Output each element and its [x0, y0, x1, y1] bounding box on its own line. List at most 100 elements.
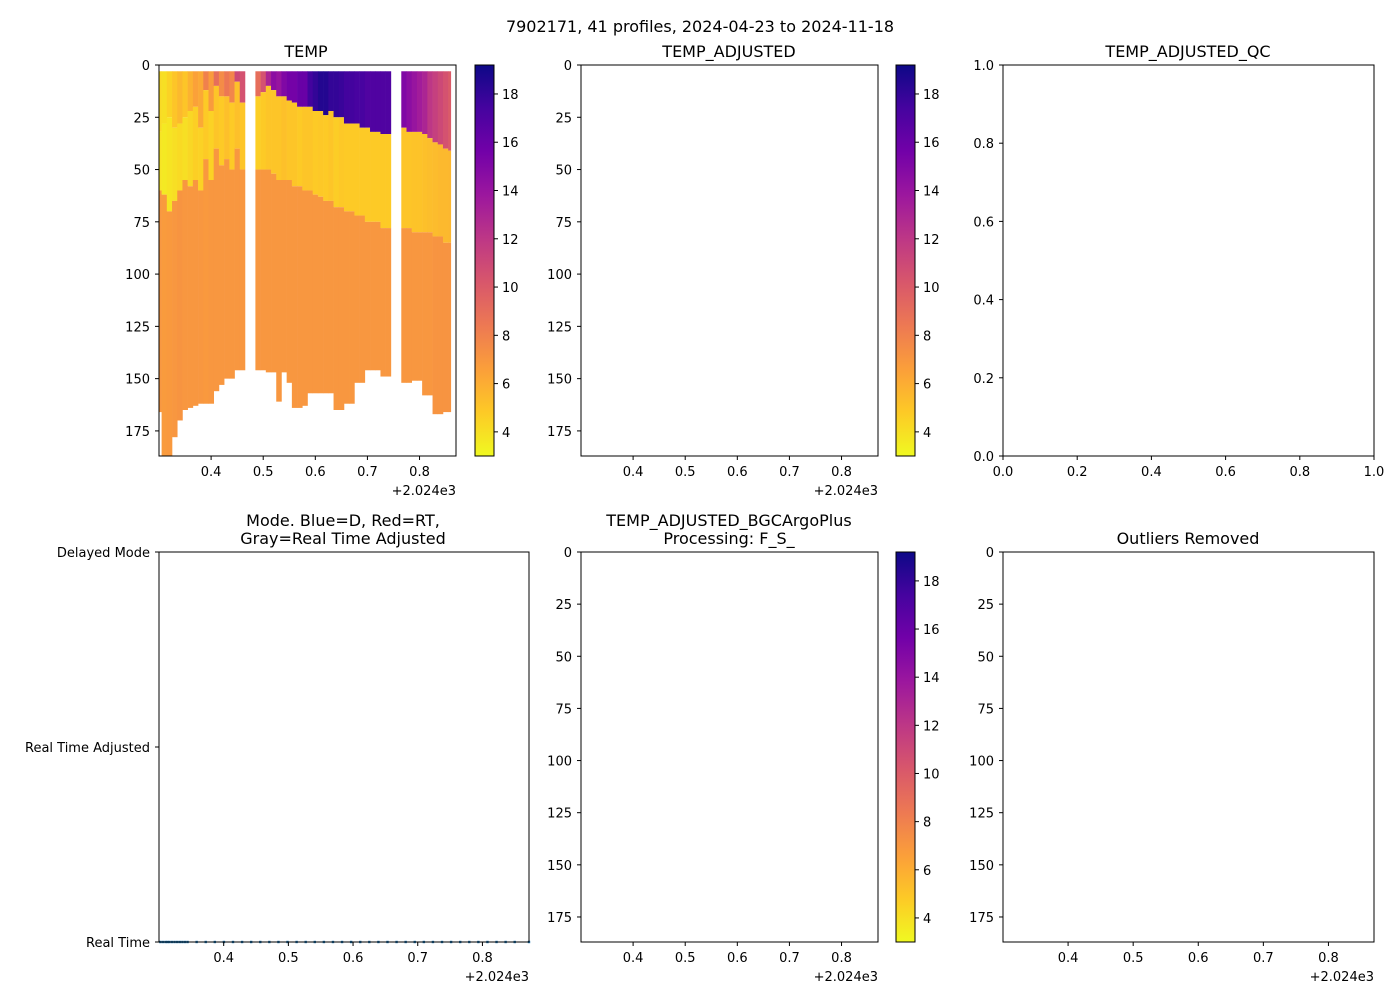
heatmap-cell — [328, 200, 334, 394]
x-tick-label: 0.5 — [253, 465, 274, 480]
heatmap-cell — [208, 111, 215, 180]
heatmap-cell — [172, 71, 178, 128]
heatmap-cell — [281, 71, 287, 97]
heatmap-cell — [187, 186, 194, 408]
heatmap-cell — [239, 102, 246, 170]
heatmap-cell — [427, 138, 433, 233]
x-tick-label: 0.7 — [779, 951, 800, 966]
axes: 0 25 50 75 100 125 150 175 0.4 0.5 0.6 0.7 0.8 +2.024… — [969, 546, 1375, 985]
y-category-label: Real Time — [86, 936, 150, 951]
heatmap-cell — [359, 127, 366, 216]
heatmap-cell — [333, 71, 340, 118]
heatmap-cell — [422, 71, 428, 134]
heatmap-cell — [385, 228, 392, 377]
y-tick-label: 100 — [125, 268, 150, 283]
x-offset-label: +2.024e3 — [465, 970, 529, 985]
heatmap-cell — [172, 200, 178, 438]
heatmap-cell — [161, 123, 168, 195]
axes: 0.0 0.2 0.4 0.6 0.8 1.0 0.0 0.2 0.4 0.6 0.8 1.0 — [973, 59, 1384, 480]
heatmap-cell — [234, 148, 241, 371]
y-tick-label: 75 — [555, 702, 572, 717]
heatmap-cells — [159, 71, 452, 457]
heatmap-cell — [380, 71, 386, 134]
x-tick-label: 0.7 — [779, 465, 800, 480]
heatmap-cell — [234, 81, 241, 149]
y-tick-label: 0 — [142, 59, 150, 74]
colorbar-tick-label: 16 — [502, 136, 519, 151]
colorbar-tick-label: 8 — [502, 329, 510, 344]
y-tick-label: 0 — [564, 546, 572, 561]
heatmap-cell — [291, 186, 298, 408]
x-offset-label: +2.024e3 — [814, 970, 878, 985]
y-tick-label: 125 — [547, 807, 572, 822]
y-tick-label: 125 — [125, 320, 150, 335]
figure-suptitle: 7902171, 41 profiles, 2024-04-23 to 2024… — [506, 17, 894, 36]
heatmap-cell — [159, 131, 162, 191]
heatmap-cell — [338, 117, 345, 208]
heatmap-cell — [203, 90, 209, 160]
panel-temp: TEMP 0 25 50 75 100 125 150 175 0.4 0.5 0.6 0.7 0.8 +… — [125, 42, 518, 499]
x-tick-label: 0.4 — [623, 465, 644, 480]
panel-temp-adjusted-bgc: TEMP_ADJUSTED_BGCArgoPlus Processing: F_… — [547, 511, 939, 985]
x-tick-label: 0.4 — [623, 951, 644, 966]
y-tick-label: 125 — [547, 320, 572, 335]
heatmap-cell — [286, 71, 293, 101]
x-tick-label: 0.6 — [305, 465, 326, 480]
heatmap-cell — [255, 71, 261, 97]
heatmap-cell — [323, 200, 329, 394]
heatmap-cell — [203, 159, 209, 404]
y-tick-label: 1.0 — [973, 59, 994, 74]
heatmap-cell — [427, 232, 433, 396]
heatmap-cell — [432, 142, 439, 237]
y-tick-label: 75 — [977, 702, 994, 717]
heatmap-cell — [323, 71, 329, 116]
heatmap-cell — [333, 207, 340, 410]
y-tick-label: 150 — [547, 373, 572, 388]
heatmap-cell — [359, 215, 366, 383]
heatmap-cell — [182, 117, 188, 180]
x-offset-label: +2.024e3 — [1310, 970, 1374, 985]
heatmap-cell — [338, 207, 345, 410]
y-tick-label: 25 — [977, 598, 994, 613]
y-category-label: Delayed Mode — [57, 546, 150, 561]
x-tick-label: 0.7 — [357, 465, 378, 480]
colorbar-tick-label: 6 — [923, 864, 931, 879]
panel-title-line-2: Gray=Real Time Adjusted — [240, 529, 446, 548]
x-tick-label: 0.2 — [1067, 465, 1088, 480]
heatmap-cell — [229, 102, 235, 170]
y-tick-label: 100 — [547, 268, 572, 283]
colorbar-tick-label: 4 — [923, 912, 931, 927]
heatmap-cell — [370, 131, 376, 222]
heatmap-cell — [276, 180, 282, 402]
heatmap-cell — [281, 180, 287, 373]
colorbar-tick-label: 8 — [923, 816, 931, 831]
heatmap-cell — [198, 127, 204, 191]
heatmap-cell — [239, 169, 246, 371]
panel-mode: Mode. Blue=D, Red=RT, Gray=Real Time Adj… — [25, 511, 531, 985]
heatmap-cell — [385, 134, 392, 229]
colorbar-tick-label: 10 — [923, 767, 940, 782]
heatmap-cell — [159, 71, 162, 132]
panel-temp-adjusted-qc: TEMP_ADJUSTED_QC 0.00.20.40.60.81.00.0 0.… — [973, 42, 1384, 480]
x-tick-label: 0.6 — [343, 951, 364, 966]
heatmap-cell — [442, 148, 449, 243]
heatmap-cell — [166, 71, 173, 118]
x-tick-label: 0.6 — [727, 465, 748, 480]
colorbar-tick-label: 14 — [923, 671, 940, 686]
heatmap-cell — [265, 71, 272, 86]
heatmap-cell — [276, 96, 282, 180]
heatmap-cell — [208, 180, 215, 404]
heatmap-cell — [291, 102, 298, 187]
heatmap-cell — [302, 71, 308, 107]
x-tick-label: 0.8 — [472, 951, 493, 966]
heatmap-cell — [448, 242, 452, 413]
x-tick-label: 0.8 — [1318, 951, 1339, 966]
heatmap-cell — [317, 196, 324, 394]
x-tick-label: 0.6 — [727, 951, 748, 966]
colorbar-tick-label: 18 — [923, 88, 940, 103]
heatmap-cell — [177, 190, 183, 421]
y-tick-label: 125 — [969, 807, 994, 822]
y-category-label: Real Time Adjusted — [25, 741, 150, 756]
